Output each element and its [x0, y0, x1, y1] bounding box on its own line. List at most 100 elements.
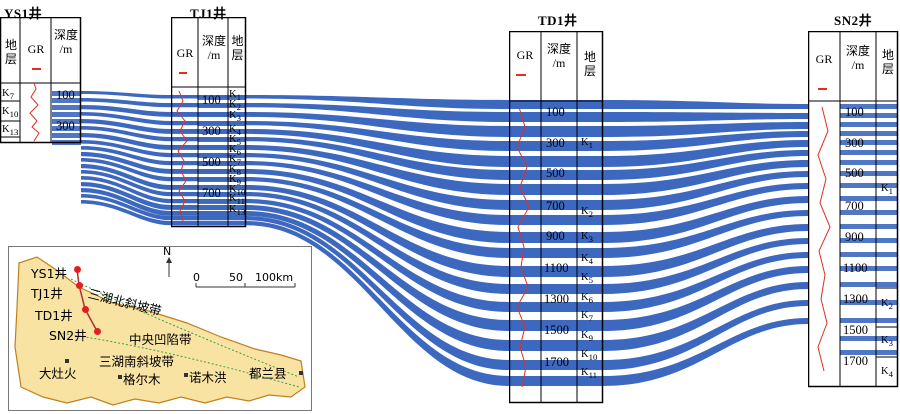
location-map: N 0 50 100km YS1井 TJ1井 TD1井 SN2井 三湖北斜坡带 …: [8, 245, 312, 411]
layer-stripe: [840, 282, 898, 287]
layer-stripe: [840, 318, 898, 323]
well-td1-layer: K10: [581, 349, 598, 363]
well-sn2-layer: K4: [881, 366, 893, 380]
layer-stripe: [541, 184, 603, 189]
layer-stripe: [840, 104, 898, 109]
well-dot: [76, 282, 83, 289]
well-td1-layer: K7: [581, 310, 593, 324]
town-marker: [184, 373, 188, 377]
well-td1-layer: K4: [581, 253, 593, 267]
well-sn2-depth: 300: [845, 136, 864, 150]
layer-stripe: [840, 196, 898, 201]
layer-stripe: [541, 232, 603, 237]
north-arrow-icon: N: [163, 245, 172, 258]
layer-stripe: [198, 177, 246, 182]
layer-stripe: [541, 376, 603, 381]
layer-band: [81, 126, 808, 180]
well-tj1-col-depth: 深度 /m: [201, 34, 226, 62]
well-tj1-layer: K1: [229, 89, 241, 103]
well-sn2-gr-legend: [818, 88, 827, 90]
well-ys1-frame: [0, 17, 82, 144]
layer-stripe: [840, 122, 898, 127]
layer-band: [81, 152, 808, 243]
basin-outline: [14, 256, 306, 406]
map-well-label: TJ1井: [31, 286, 63, 301]
layer-stripe: [541, 320, 603, 325]
well-sn2-depth: 1100: [843, 261, 868, 275]
well-td1-layer: K3: [581, 231, 593, 245]
well-td1-layer: K2: [581, 206, 593, 220]
map-well-label: TD1井: [35, 308, 73, 323]
layer-stripe: [840, 131, 898, 136]
layer-stripe: [840, 266, 898, 271]
well-sn2-depth: 900: [845, 230, 864, 244]
well-tj1-gr-legend: [179, 72, 187, 74]
layer-stripe: [541, 215, 603, 220]
layer-stripe: [541, 156, 603, 161]
layer-stripe: [541, 100, 603, 105]
well-tj1-depth: 700: [202, 186, 221, 200]
zone-label: 三湖南斜坡带: [99, 354, 175, 369]
well-td1-layer: K11: [581, 367, 598, 381]
town-label: 大灶火: [39, 366, 77, 381]
layer-band: [81, 98, 808, 122]
well-td1-depth: 1300: [544, 292, 569, 306]
well-ys1-col-strata: 地 层: [4, 38, 17, 66]
layer-band: [81, 140, 808, 210]
well-sn2-title: SN2井: [834, 13, 873, 28]
well-tj1-layer: K8: [229, 164, 241, 178]
well-dot: [82, 306, 89, 313]
layer-stripe: [840, 350, 898, 355]
layer-stripe: [198, 112, 246, 117]
well-td1-layer: K5: [581, 272, 593, 286]
layer-band: [81, 91, 808, 109]
town-label: 诺木洪: [189, 370, 227, 385]
layer-band: [81, 112, 808, 151]
well-td1-col-depth: 深度 /m: [546, 42, 571, 70]
well-sn2-depth: 1700: [843, 354, 868, 368]
layer-stripe: [198, 121, 246, 126]
layer-stripe: [198, 145, 246, 150]
layer-band: [81, 119, 808, 167]
well-td1-depth: 1500: [544, 323, 569, 337]
zone-label: 中央凹陷带: [129, 332, 192, 347]
well-td1-depth: 900: [546, 229, 565, 243]
well-ys1-col-depth: 深度 /m: [53, 28, 78, 56]
well-tj1-layer: K13: [229, 204, 246, 218]
well-ys1-layer: K13: [2, 124, 19, 138]
layer-stripe: [198, 185, 246, 190]
well-sn2-col-strata: 地 层: [881, 48, 894, 76]
layer-stripe: [198, 199, 246, 204]
well-tj1-col-gr: GR: [176, 46, 194, 60]
layer-stripe: [52, 91, 81, 96]
scale-mid: 50: [229, 271, 243, 284]
town-marker: [65, 359, 69, 363]
layer-stripe: [198, 103, 246, 108]
layer-stripe: [541, 126, 603, 131]
well-sn2-layer: K1: [881, 183, 893, 197]
well-td1-frame: [509, 31, 604, 404]
layer-stripe: [198, 211, 246, 216]
well-tj1-layer: K10: [229, 184, 246, 198]
well-tj1-layer: K2: [229, 99, 241, 113]
layer-stripe: [52, 119, 81, 124]
layer-band: [81, 146, 808, 225]
well-td1-depth: 300: [546, 136, 565, 150]
layer-stripe: [198, 161, 246, 166]
scale-zero: 0: [193, 271, 200, 284]
well-sn2-depth: 1300: [843, 292, 868, 306]
well-sn2-depth: 100: [845, 105, 864, 119]
well-tj1-layer: K6: [229, 144, 241, 158]
well-td1-depth: 1100: [544, 261, 569, 275]
layer-stripe: [541, 112, 603, 117]
well-td1-gr-legend: [516, 74, 526, 76]
town-label: 都兰县: [249, 366, 287, 381]
well-td1-title: TD1井: [538, 13, 578, 28]
well-tj1-depth: 500: [202, 155, 221, 169]
well-ys1-depth: 100: [56, 88, 75, 102]
well-ys1-depth: 300: [56, 119, 75, 133]
layer-stripe: [840, 171, 898, 176]
well-td1-depth: 500: [546, 166, 565, 180]
layer-stripe: [541, 302, 603, 307]
